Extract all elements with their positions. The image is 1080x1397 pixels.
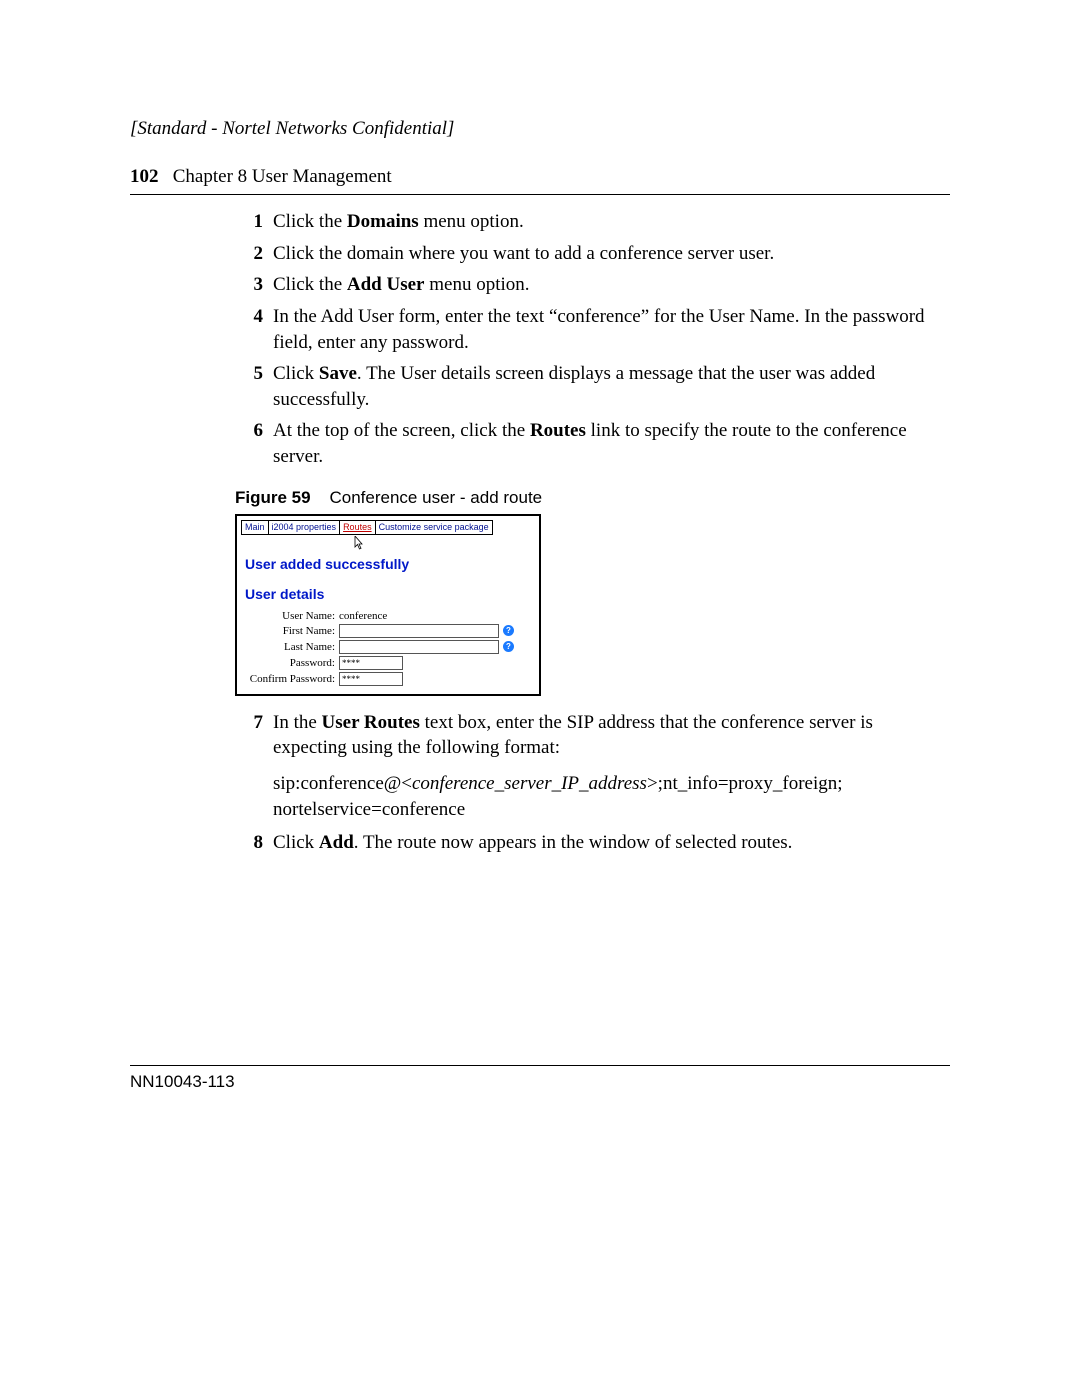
footer-rule xyxy=(130,1065,950,1066)
row-firstname: First Name: ? xyxy=(245,624,531,638)
doc-id: NN10043-113 xyxy=(130,1072,950,1092)
sip-format: sip:conference@<conference_server_IP_add… xyxy=(273,771,950,822)
tab-customize[interactable]: Customize service package xyxy=(375,520,493,535)
step-7: 7 In the User Routes text box, enter the… xyxy=(235,710,950,761)
confidential-notice: [Standard - Nortel Networks Confidential… xyxy=(130,118,950,140)
figure-caption: Figure 59 Conference user - add route xyxy=(235,488,950,508)
step-1: 1 Click the Domains menu option. xyxy=(235,209,950,235)
steps-top: 1 Click the Domains menu option. 2 Click… xyxy=(235,209,950,470)
details-heading: User details xyxy=(245,586,531,602)
step-3: 3 Click the Add User menu option. xyxy=(235,272,950,298)
cursor-icon xyxy=(351,536,537,548)
page-number: 102 xyxy=(130,166,159,187)
row-lastname: Last Name: ? xyxy=(245,640,531,654)
lastname-input[interactable] xyxy=(339,640,499,654)
confirm-password-input[interactable]: **** xyxy=(339,672,403,686)
tab-i2004[interactable]: i2004 properties xyxy=(268,520,341,535)
row-confirm: Confirm Password: **** xyxy=(245,672,531,686)
help-icon[interactable]: ? xyxy=(503,625,514,636)
step-4: 4 In the Add User form, enter the text “… xyxy=(235,304,950,355)
page: [Standard - Nortel Networks Confidential… xyxy=(0,0,1080,1397)
help-icon[interactable]: ? xyxy=(503,641,514,652)
password-input[interactable]: **** xyxy=(339,656,403,670)
figure-box: Main i2004 properties Routes Customize s… xyxy=(235,514,541,696)
chapter-title: Chapter 8 User Management xyxy=(173,166,392,187)
row-password: Password: **** xyxy=(245,656,531,670)
chapter-line: 102 Chapter 8 User Management xyxy=(130,166,950,188)
step-6: 6 At the top of the screen, click the Ro… xyxy=(235,418,950,469)
steps-bottom: 7 In the User Routes text box, enter the… xyxy=(235,710,950,761)
tab-main[interactable]: Main xyxy=(241,520,269,535)
body-content: 1 Click the Domains menu option. 2 Click… xyxy=(235,209,950,856)
row-username: User Name: conference xyxy=(245,610,531,622)
tab-bar: Main i2004 properties Routes Customize s… xyxy=(241,520,535,535)
header-rule xyxy=(130,194,950,195)
footer: NN10043-113 xyxy=(130,1065,950,1092)
step-5: 5 Click Save. The User details screen di… xyxy=(235,361,950,412)
step-8: 8 Click Add. The route now appears in th… xyxy=(235,830,950,856)
step-2: 2 Click the domain where you want to add… xyxy=(235,241,950,267)
firstname-input[interactable] xyxy=(339,624,499,638)
tab-routes[interactable]: Routes xyxy=(339,520,376,535)
success-message: User added successfully xyxy=(245,556,531,572)
steps-bottom-2: 8 Click Add. The route now appears in th… xyxy=(235,830,950,856)
